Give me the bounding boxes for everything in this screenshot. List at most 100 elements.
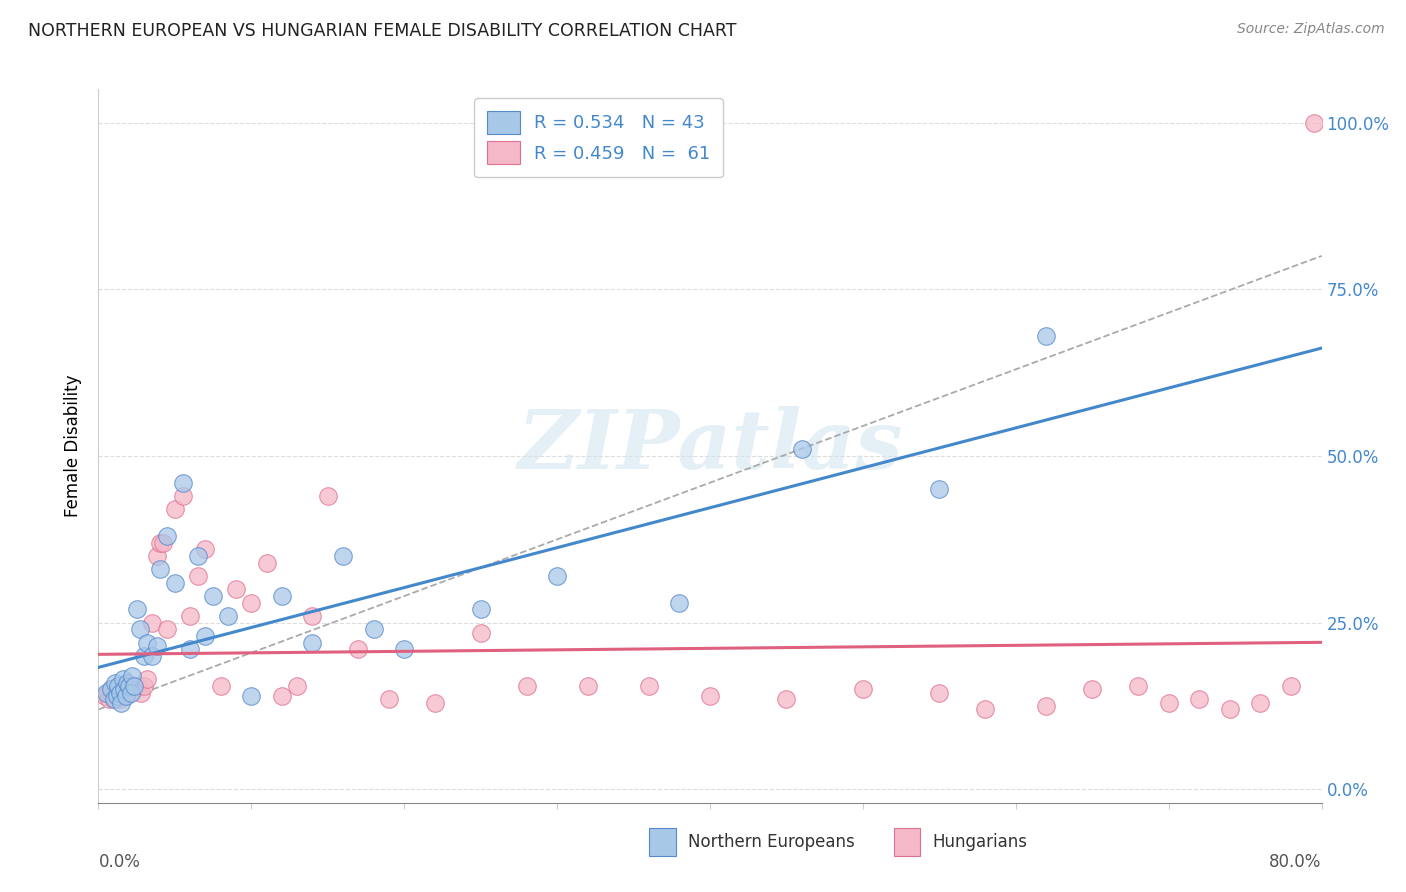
Point [775, 692, 797, 706]
Point [118, 686, 141, 700]
Point [163, 502, 186, 516]
Point [94, 686, 117, 700]
Bar [650, 828, 676, 856]
Point [363, 623, 385, 637]
Point [240, 689, 263, 703]
Point [378, 692, 401, 706]
Point [149, 562, 172, 576]
Text: NORTHERN EUROPEAN VS HUNGARIAN FEMALE DISABILITY CORRELATION CHART: NORTHERN EUROPEAN VS HUNGARIAN FEMALE DI… [28, 22, 737, 40]
Point [127, 679, 149, 693]
Point [187, 549, 209, 563]
Point [256, 556, 278, 570]
Point [576, 679, 599, 693]
Point [179, 642, 201, 657]
Y-axis label: Female Disability: Female Disability [65, 375, 83, 517]
Legend: R = 0.534   N = 43, R = 0.459   N =  61: R = 0.534 N = 43, R = 0.459 N = 61 [474, 98, 723, 178]
Point [699, 689, 721, 703]
Point [1081, 682, 1104, 697]
Point [516, 679, 538, 693]
Point [316, 489, 339, 503]
Point [156, 623, 179, 637]
Point [172, 475, 194, 490]
Point [270, 689, 292, 703]
Point [104, 686, 127, 700]
Point [121, 669, 143, 683]
Point [103, 692, 125, 706]
Point [108, 692, 131, 706]
Point [1219, 702, 1241, 716]
Point [179, 609, 201, 624]
Point [112, 689, 135, 703]
Point [194, 542, 217, 557]
Point [187, 569, 209, 583]
Point [1279, 679, 1302, 693]
Point [1249, 696, 1271, 710]
Text: Northern Europeans: Northern Europeans [688, 833, 855, 851]
Point [217, 609, 239, 624]
Point [790, 442, 813, 457]
Text: Hungarians: Hungarians [932, 833, 1028, 851]
Point [118, 679, 141, 693]
Point [125, 602, 148, 616]
Point [110, 696, 132, 710]
Point [1188, 692, 1211, 706]
Point [128, 623, 150, 637]
Point [172, 489, 194, 503]
Point [470, 625, 492, 640]
Point [152, 535, 174, 549]
Point [134, 649, 156, 664]
Point [141, 649, 163, 664]
Point [115, 689, 138, 703]
Point [104, 675, 127, 690]
Point [111, 673, 134, 687]
Point [392, 642, 416, 657]
Point [1128, 679, 1150, 693]
Point [145, 549, 167, 563]
Point [105, 682, 128, 697]
Text: ZIPatlas: ZIPatlas [517, 406, 903, 486]
Point [110, 686, 132, 700]
Point [347, 642, 370, 657]
Point [301, 609, 323, 624]
Point [117, 675, 139, 690]
Point [103, 692, 125, 706]
Point [136, 673, 159, 687]
Point [546, 569, 568, 583]
Point [108, 686, 131, 700]
Point [117, 679, 139, 693]
Point [121, 679, 143, 693]
Point [1303, 115, 1326, 129]
Point [156, 529, 179, 543]
Point [225, 582, 247, 597]
Point [129, 686, 152, 700]
Point [93, 689, 115, 703]
Point [202, 589, 225, 603]
Point [285, 679, 308, 693]
Point [301, 636, 323, 650]
Point [124, 682, 146, 697]
Point [115, 686, 138, 700]
Point [141, 615, 163, 630]
Point [122, 679, 145, 693]
Point [1035, 329, 1057, 343]
Bar [894, 828, 921, 856]
Text: 0.0%: 0.0% [98, 853, 141, 871]
Point [668, 596, 690, 610]
Point [470, 602, 492, 616]
Point [98, 692, 121, 706]
Point [240, 596, 263, 610]
Point [1157, 696, 1180, 710]
Point [194, 629, 217, 643]
Point [928, 686, 950, 700]
Point [1035, 699, 1057, 714]
Text: Source: ZipAtlas.com: Source: ZipAtlas.com [1237, 22, 1385, 37]
Point [145, 639, 167, 653]
Point [107, 689, 129, 703]
Point [120, 686, 142, 700]
Point [100, 682, 122, 697]
Point [209, 679, 232, 693]
Point [270, 589, 292, 603]
Point [112, 682, 135, 697]
Point [974, 702, 997, 716]
Point [134, 679, 156, 693]
